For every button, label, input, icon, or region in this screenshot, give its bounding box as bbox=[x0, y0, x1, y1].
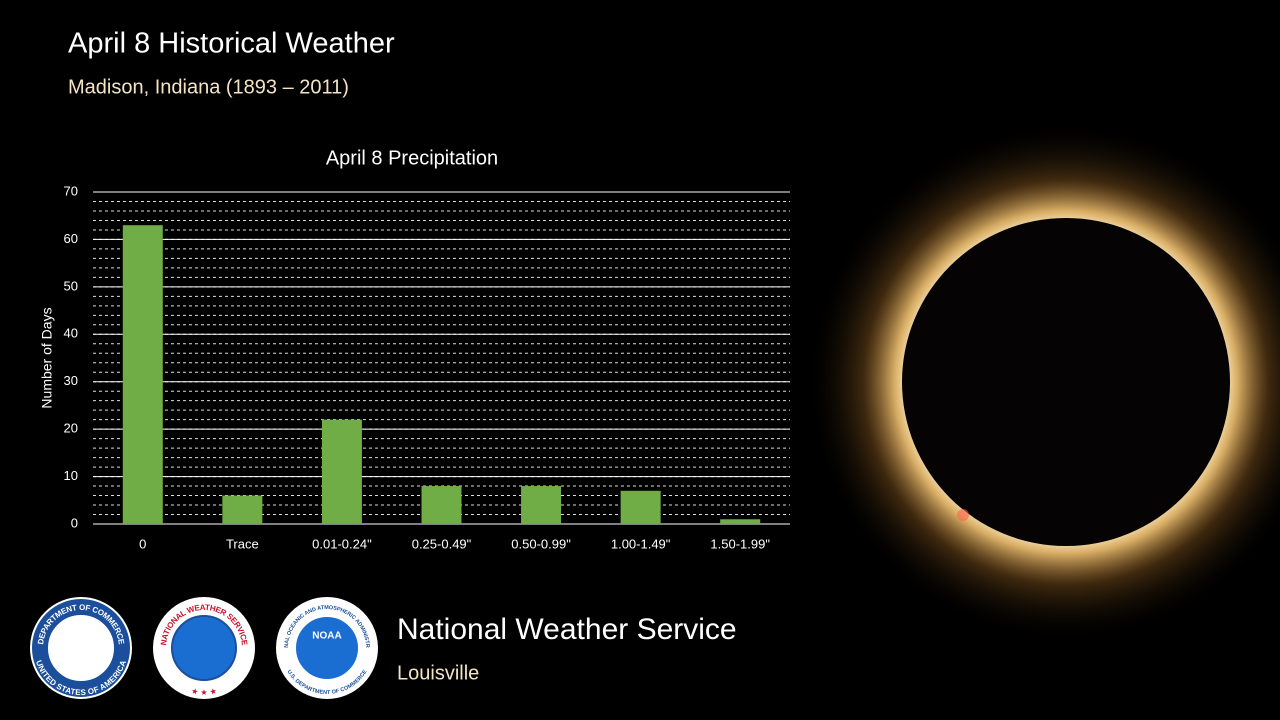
x-tick-label: Trace bbox=[226, 536, 259, 551]
logo-text: ★ ★ ★ bbox=[190, 686, 217, 697]
y-axis-label: Number of Days bbox=[39, 307, 55, 408]
chart-title: April 8 Precipitation bbox=[326, 147, 498, 169]
y-tick-label: 0 bbox=[71, 515, 78, 530]
eclipse-moon bbox=[902, 218, 1230, 546]
x-tick-label: 0.01-0.24" bbox=[312, 536, 372, 551]
slide-title: April 8 Historical Weather bbox=[68, 28, 395, 60]
bar bbox=[222, 495, 263, 524]
prominence bbox=[957, 509, 969, 521]
logo-center bbox=[171, 615, 237, 681]
bar bbox=[521, 486, 562, 524]
x-tick-label: 1.00-1.49" bbox=[611, 536, 671, 551]
agency-name: National Weather Service bbox=[397, 613, 737, 646]
y-tick-label: 20 bbox=[64, 421, 78, 436]
logo-center bbox=[294, 615, 360, 681]
office-name: Louisville bbox=[397, 662, 479, 684]
bar bbox=[122, 225, 163, 524]
x-tick-label: 1.50-1.99" bbox=[710, 536, 770, 551]
y-tick-label: 30 bbox=[64, 373, 78, 388]
bar bbox=[421, 486, 462, 524]
y-tick-label: 10 bbox=[64, 468, 78, 483]
slide-subtitle: Madison, Indiana (1893 – 2011) bbox=[68, 76, 349, 98]
bar bbox=[720, 519, 761, 524]
y-tick-label: 70 bbox=[64, 183, 78, 198]
x-tick-label: 0.50-0.99" bbox=[511, 536, 571, 551]
x-tick-label: 0.25-0.49" bbox=[412, 536, 472, 551]
y-tick-label: 50 bbox=[64, 278, 78, 293]
chart: 0 10 20 30 40 50 60 70 0 Trace 0.01-0.24" 0.25-0.49… bbox=[64, 183, 790, 551]
bar bbox=[321, 419, 362, 524]
bar bbox=[620, 490, 661, 524]
x-tick-label: 0 bbox=[139, 536, 146, 551]
logo-text-bottom: ★ ★ ★ bbox=[190, 686, 217, 697]
y-tick-label: 40 bbox=[64, 326, 78, 341]
y-tick-label: 60 bbox=[64, 231, 78, 246]
logo-center bbox=[48, 615, 114, 681]
logo-center-text: NOAA bbox=[312, 631, 341, 642]
